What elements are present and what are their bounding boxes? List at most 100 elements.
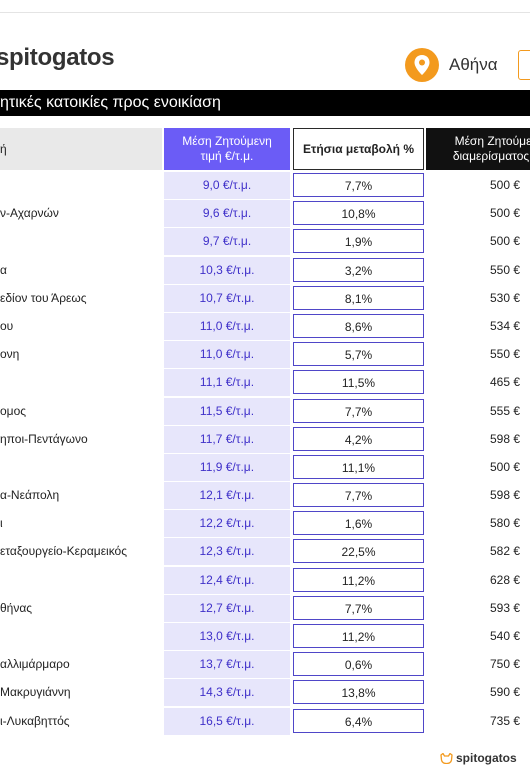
apartment-rent-cell: 750 € [489, 657, 520, 672]
annual-change-cell: 10,8% [293, 201, 424, 226]
price-per-sqm-cell: 9,6 €/τ.μ. [164, 200, 290, 228]
page-banner: ητικές κατοικίες προς ενοικίαση [0, 90, 530, 116]
top-divider [0, 12, 530, 13]
footer-logo-text: spitogatos [456, 751, 517, 765]
area-cell: ονη [0, 347, 20, 362]
area-cell [0, 172, 162, 199]
area-cell: α-Νεάπολη [0, 488, 60, 503]
table-row: 11,9 €/τ.μ. 11,1% 500 € [0, 453, 530, 482]
area-cell: Μακρυγιάννη [0, 685, 71, 700]
footer-logo: spitogatos [440, 751, 517, 765]
table-row: ομος 11,5 €/τ.μ. 7,7% 555 € [0, 397, 530, 426]
location-pin-icon [405, 48, 439, 82]
area-cell [0, 567, 162, 594]
area-cell: ομος [0, 403, 27, 418]
area-cell: ν-Αχαρνών [0, 206, 59, 221]
price-per-sqm-cell: 13,7 €/τ.μ. [164, 651, 290, 679]
annual-change-cell: 5,7% [293, 342, 424, 367]
apartment-rent-cell: 500 € [489, 459, 520, 474]
apartment-rent-cell: 582 € [489, 544, 520, 559]
area-cell: ηποι-Πεντάγωνο [0, 431, 88, 446]
apartment-rent-cell: 465 € [489, 375, 520, 390]
price-per-sqm-cell: 11,1 €/τ.μ. [164, 369, 290, 397]
annual-change-cell: 11,2% [293, 567, 424, 592]
apartment-rent-cell: 598 € [489, 488, 520, 503]
price-per-sqm-cell: 10,3 €/τ.μ. [164, 256, 290, 284]
area-cell: ι [0, 516, 3, 531]
apartment-rent-cell: 550 € [489, 262, 520, 277]
price-per-sqm-cell: 11,0 €/τ.μ. [164, 341, 290, 369]
table-row: ου 11,0 €/τ.μ. 8,6% 534 € [0, 312, 530, 341]
apartment-rent-cell: 590 € [489, 685, 520, 700]
apartment-rent-cell: 540 € [489, 629, 520, 643]
price-per-sqm-cell: 10,7 €/τ.μ. [164, 284, 290, 312]
annual-change-cell: 8,1% [293, 285, 424, 310]
column-header-change-label: Ετήσια μεταβολή % [302, 141, 415, 156]
table-row: Μακρυγιάννη 14,3 €/τ.μ. 13,8% 590 € [0, 679, 530, 707]
spitogatos-logo[interactable]: spitogatos [0, 44, 115, 72]
annual-change-cell: 4,2% [293, 426, 424, 451]
annual-change-cell: 6,4% [293, 708, 424, 733]
annual-change-cell: 3,2% [293, 257, 424, 282]
apartment-rent-cell: 580 € [489, 516, 520, 531]
price-per-sqm-cell: 12,7 €/τ.μ. [164, 594, 290, 622]
area-cell: ου [0, 318, 14, 333]
apartment-rent-cell: 598 € [489, 431, 520, 446]
apartment-rent-cell: 500 € [489, 234, 520, 249]
apartment-rent-cell: 500 € [489, 178, 520, 192]
annual-change-cell: 7,7% [293, 483, 424, 508]
annual-change-cell: 8,6% [293, 313, 424, 338]
table-row: 13,0 €/τ.μ. 11,2% 540 € [0, 623, 530, 651]
column-header-area-label: ή [0, 141, 7, 156]
price-per-sqm-cell: 9,0 €/τ.μ. [164, 172, 290, 199]
cat-logo-icon [440, 752, 453, 764]
apartment-rent-cell: 628 € [489, 572, 520, 587]
apartment-rent-cell: 550 € [489, 347, 520, 362]
annual-change-cell: 0,6% [293, 652, 424, 677]
column-header-change: Ετήσια μεταβολή % [293, 128, 424, 170]
annual-change-cell: 11,2% [293, 624, 424, 648]
apartment-rent-cell: 500 € [489, 206, 520, 221]
annual-change-cell: 11,1% [293, 454, 424, 479]
area-cell [0, 623, 162, 650]
annual-change-cell: 22,5% [293, 539, 424, 564]
location-name: Αθήνα [449, 55, 498, 74]
logo-text: spitogatos [0, 44, 115, 71]
apartment-rent-cell: 735 € [489, 713, 520, 728]
apartment-rent-cell: 530 € [489, 290, 520, 305]
table-row: ι-Λυκαβηττός 16,5 €/τ.μ. 6,4% 735 € [0, 707, 530, 736]
table-row: ι 12,2 €/τ.μ. 1,6% 580 € [0, 510, 530, 538]
price-per-sqm-cell: 12,3 €/τ.μ. [164, 538, 290, 566]
location-selector[interactable]: Αθήνα [405, 48, 498, 82]
price-per-sqm-cell: 14,3 €/τ.μ. [164, 679, 290, 707]
apartment-rent-cell: 534 € [489, 318, 520, 333]
price-per-sqm-cell: 12,2 €/τ.μ. [164, 510, 290, 538]
table-row: θήνας 12,7 €/τ.μ. 7,7% 593 € [0, 594, 530, 623]
table-row: 12,4 €/τ.μ. 11,2% 628 € [0, 566, 530, 595]
area-cell: α [0, 262, 7, 277]
annual-change-cell: 7,7% [293, 173, 424, 197]
area-cell [0, 228, 162, 255]
price-per-sqm-cell: 12,4 €/τ.μ. [164, 566, 290, 594]
annual-change-cell: 11,5% [293, 370, 424, 395]
table-row: ν-Αχαρνών 9,6 €/τ.μ. 10,8% 500 € [0, 200, 530, 228]
banner-title: ητικές κατοικίες προς ενοικίαση [0, 94, 221, 111]
price-per-sqm-cell: 11,0 €/τ.μ. [164, 312, 290, 340]
price-per-sqm-cell: 11,5 €/τ.μ. [164, 397, 290, 425]
price-per-sqm-cell: 12,1 €/τ.μ. [164, 482, 290, 510]
table-row: 11,1 €/τ.μ. 11,5% 465 € [0, 369, 530, 397]
area-cell [0, 454, 162, 481]
filter-dropdown[interactable] [518, 50, 530, 80]
table-row: 9,7 €/τ.μ. 1,9% 500 € [0, 228, 530, 256]
price-per-sqm-cell: 13,0 €/τ.μ. [164, 623, 290, 650]
area-cell [0, 369, 162, 396]
table-row: εταξουργείο-Κεραμεικός 12,3 €/τ.μ. 22,5% 58… [0, 538, 530, 566]
table-row: εδίον του Άρεως 10,7 €/τ.μ. 8,1% 530 € [0, 284, 530, 313]
column-header-apartment: Μέση Ζητούμεν διαμερίσματος « [426, 128, 530, 170]
table-row: α 10,3 €/τ.μ. 3,2% 550 € [0, 256, 530, 285]
price-per-sqm-cell: 11,7 €/τ.μ. [164, 425, 290, 453]
annual-change-cell: 1,9% [293, 229, 424, 254]
area-cell: αλλιμάρμαρο [0, 657, 70, 672]
column-header-price: Μέση Ζητούμενη τιμή €/τ.μ. [164, 128, 290, 170]
column-header-apartment-label: Μέση Ζητούμεν διαμερίσματος « [452, 134, 530, 163]
